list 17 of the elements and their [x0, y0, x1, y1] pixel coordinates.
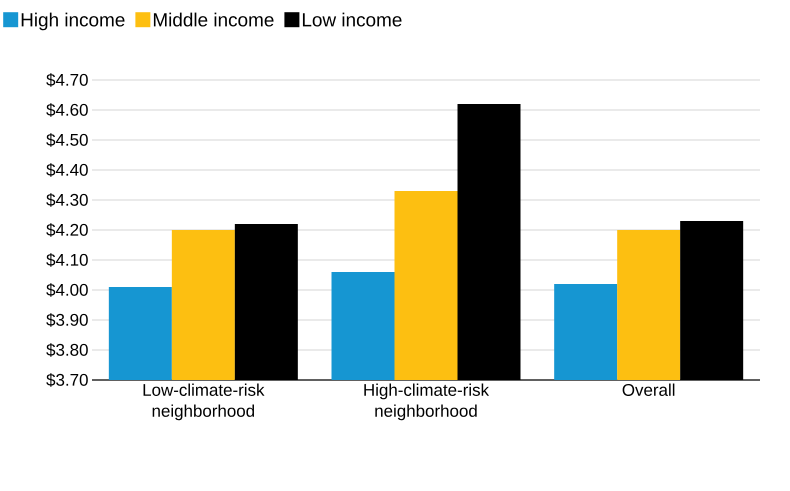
x-tick-label: High-climate-risk neighborhood: [364, 384, 490, 420]
y-tick-label: $4.70: [46, 73, 88, 87]
y-tick-label: $3.80: [46, 343, 88, 357]
y-tick-label: $4.60: [46, 103, 88, 117]
y-tick-label: $4.40: [46, 163, 88, 177]
y-tick-label: $4.10: [46, 253, 88, 267]
y-tick-label: $4.30: [46, 193, 88, 207]
y-tick-label: $4.50: [46, 133, 88, 147]
y-tick-label: $4.20: [46, 223, 88, 237]
legend-label: High income: [22, 12, 125, 30]
y-tick-label: $4.00: [46, 283, 88, 297]
legend-label: Low income: [302, 12, 402, 27]
x-tick-label: Low-climate-risk neighborhood: [144, 384, 265, 420]
y-tick-label: $3.70: [46, 373, 88, 387]
x-tick-label: Overall: [622, 384, 674, 396]
y-tick-label: $3.90: [46, 313, 88, 327]
legend-label: Middle income: [154, 12, 274, 27]
